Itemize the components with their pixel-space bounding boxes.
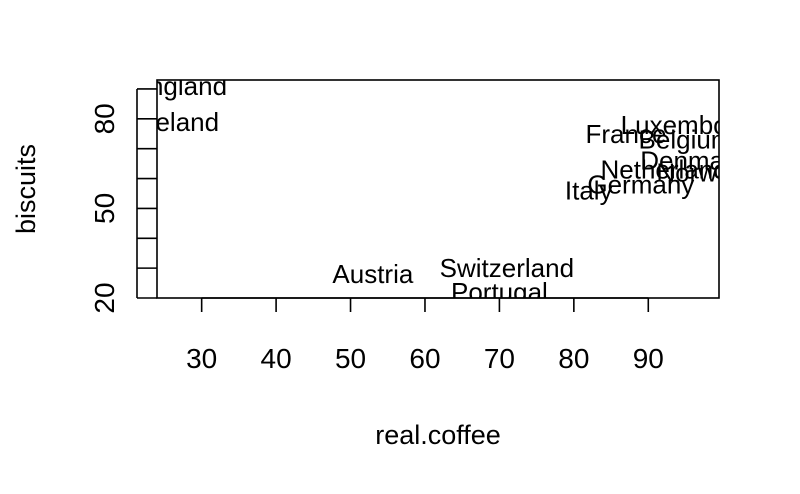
point-label: Switzerland [440,253,574,283]
point-labels: England Ireland Austria SwitzerlandPortugal… [132,71,766,307]
point-label: Luxembourg [621,110,766,140]
x-tick-label: 90 [633,343,664,374]
x-tick-label: 80 [558,343,589,374]
y-tick-label: 20 [89,282,120,313]
x-tick-label: 30 [186,343,217,374]
point-label: Ireland [140,107,220,137]
y-axis-label: biscuits [11,144,41,234]
x-tick-label: 60 [409,343,440,374]
x-tick-label: 70 [484,343,515,374]
y-tick-label: 80 [89,103,120,134]
x-axis: 30 40 50 60 70 80 90 [186,297,664,374]
point-label: Germany [587,170,694,200]
y-tick-label: 50 [89,193,120,224]
point-label: Belgium [639,125,733,155]
x-tick-label: 40 [261,343,292,374]
x-tick-label: 50 [335,343,366,374]
point-label: Austria [332,259,413,289]
point-label: Portugal [451,277,548,307]
point-label: Denmark [640,146,746,176]
x-axis-label: real.coffee [375,420,501,450]
point-label: Norway [656,158,744,188]
point-label: France [585,119,666,149]
point-label: Italy [565,175,613,205]
point-label: Netherlands [601,155,741,185]
point-label: England [132,71,227,101]
y-axis: 20 50 80 [89,88,157,314]
